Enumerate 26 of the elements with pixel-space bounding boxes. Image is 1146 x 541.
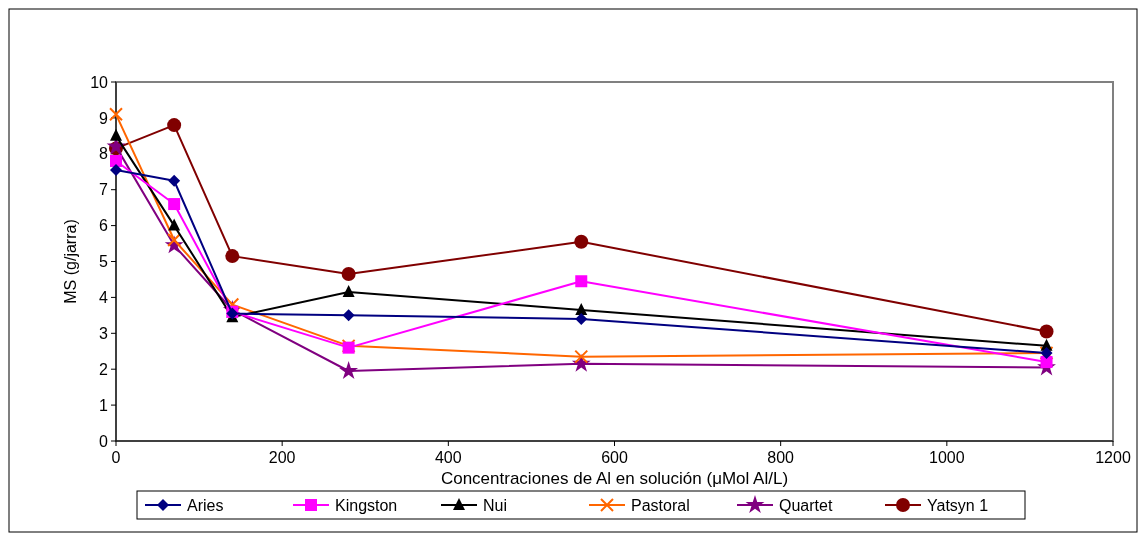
y-tick-label: 8 xyxy=(99,145,109,163)
x-tick-label: 0 xyxy=(111,449,121,466)
y-axis-title: MS (g/jarra) xyxy=(62,219,79,304)
legend-label: Nui xyxy=(483,496,508,514)
y-tick-label: 7 xyxy=(99,181,109,199)
legend-label: Yatsyn 1 xyxy=(927,496,989,514)
x-tick-label: 1000 xyxy=(929,449,965,466)
legend-label: Pastoral xyxy=(631,496,690,514)
x-tick-label: 600 xyxy=(601,449,628,466)
y-tick-label: 6 xyxy=(99,217,109,235)
x-tick-label: 1200 xyxy=(1095,449,1131,466)
y-tick-label: 3 xyxy=(99,324,109,342)
legend-label: Kingston xyxy=(335,496,398,514)
x-tick-label: 800 xyxy=(767,449,795,466)
y-tick-label: 5 xyxy=(99,253,109,271)
y-tick-label: 9 xyxy=(99,109,109,127)
legend-label: Quartet xyxy=(779,496,833,514)
y-tick-label: 10 xyxy=(90,73,109,91)
x-tick-label: 200 xyxy=(268,449,296,466)
y-tick-label: 1 xyxy=(99,396,109,414)
y-tick-label: 0 xyxy=(99,432,109,450)
x-tick-label: 400 xyxy=(434,449,462,466)
legend-label: Aries xyxy=(187,496,224,514)
y-tick-label: 2 xyxy=(99,360,109,378)
y-tick-label: 4 xyxy=(99,289,109,306)
x-axis-title: Concentraciones de Al en solución (μMol Al/L) xyxy=(440,469,789,488)
